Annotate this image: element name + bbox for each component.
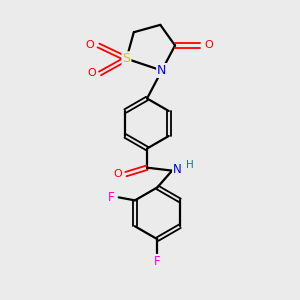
- Text: H: H: [186, 160, 194, 170]
- Text: O: O: [113, 169, 122, 179]
- Text: F: F: [154, 255, 161, 268]
- Text: F: F: [108, 191, 115, 204]
- Text: O: O: [87, 68, 96, 78]
- Text: N: N: [157, 64, 167, 77]
- Text: N: N: [173, 163, 182, 176]
- Text: O: O: [204, 40, 213, 50]
- Text: O: O: [203, 40, 212, 50]
- Text: S: S: [122, 52, 130, 65]
- Text: O: O: [86, 40, 94, 50]
